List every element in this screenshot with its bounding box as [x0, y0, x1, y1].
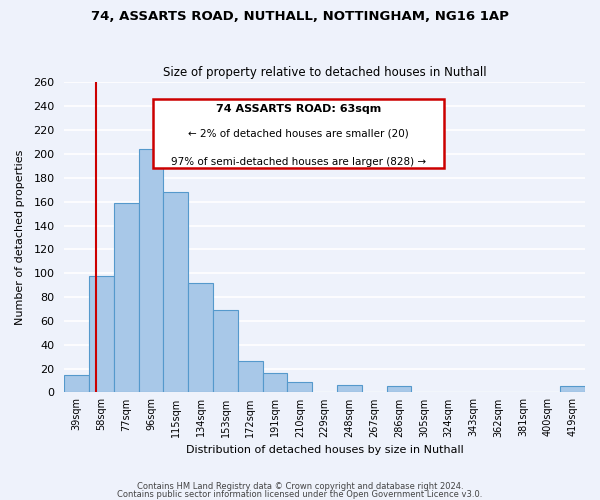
Bar: [560, 386, 585, 392]
Bar: [64, 374, 89, 392]
FancyBboxPatch shape: [153, 100, 445, 168]
Text: 74, ASSARTS ROAD, NUTHALL, NOTTINGHAM, NG16 1AP: 74, ASSARTS ROAD, NUTHALL, NOTTINGHAM, N…: [91, 10, 509, 23]
Bar: [287, 382, 312, 392]
Bar: [188, 282, 213, 393]
Bar: [238, 362, 263, 392]
X-axis label: Distribution of detached houses by size in Nuthall: Distribution of detached houses by size …: [186, 445, 464, 455]
Text: 97% of semi-detached houses are larger (828) →: 97% of semi-detached houses are larger (…: [171, 157, 426, 167]
Text: Contains public sector information licensed under the Open Government Licence v3: Contains public sector information licen…: [118, 490, 482, 499]
Bar: [386, 386, 412, 392]
Text: Contains HM Land Registry data © Crown copyright and database right 2024.: Contains HM Land Registry data © Crown c…: [137, 482, 463, 491]
Bar: [337, 386, 362, 392]
Bar: [139, 149, 163, 392]
Bar: [163, 192, 188, 392]
Bar: [263, 374, 287, 392]
Text: 74 ASSARTS ROAD: 63sqm: 74 ASSARTS ROAD: 63sqm: [216, 104, 381, 114]
Bar: [114, 203, 139, 392]
Bar: [213, 310, 238, 392]
Y-axis label: Number of detached properties: Number of detached properties: [15, 150, 25, 325]
Text: ← 2% of detached houses are smaller (20): ← 2% of detached houses are smaller (20): [188, 129, 409, 139]
Title: Size of property relative to detached houses in Nuthall: Size of property relative to detached ho…: [163, 66, 487, 78]
Bar: [89, 276, 114, 392]
